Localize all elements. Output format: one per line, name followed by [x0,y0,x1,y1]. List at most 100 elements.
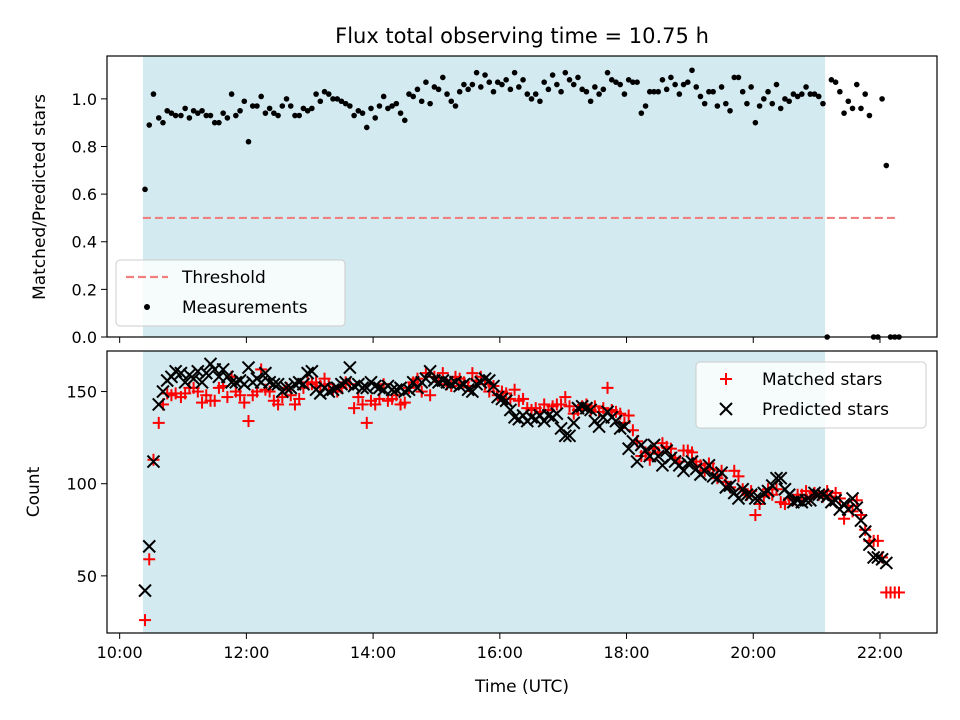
measurement-point [321,88,328,95]
matched-point [196,396,209,409]
predicted-point-b [681,456,695,471]
measurement-point [190,107,197,114]
measurement-point [342,100,349,107]
predicted-point-b [436,373,450,388]
legend-predicted-marker-b [719,402,733,416]
measurement-point [279,103,286,109]
predicted-point [630,454,644,469]
predicted-point [659,443,674,458]
measurement-point [211,119,218,126]
bottom-panel: 50 100 150 10:00 12:00 14:00 16:00 18:00 20:00 22… [24,350,938,697]
predicted-point [617,419,632,434]
predicted-point-b [305,364,319,378]
predicted-point [858,524,872,539]
measurement-point [334,96,341,102]
measurement-point [689,67,695,74]
measurement-point [172,112,179,119]
predicted-point-b [216,362,230,377]
matched-point [664,442,677,455]
measurement-point [756,103,763,109]
predicted-point [723,478,737,493]
predicted-point [186,371,201,386]
predicted-point [146,454,161,469]
predicted-point [562,429,577,443]
predicted-point-b [871,550,885,565]
predicted-point [452,379,467,393]
measurement-point [630,79,636,85]
measurement-point [266,105,273,112]
top-legend: Threshold Measurements [115,259,346,327]
measurement-point [744,100,750,107]
measurement-point [849,105,856,112]
measurement-point [668,74,674,81]
predicted-point [550,406,564,421]
predicted-point [461,382,475,397]
predicted-point-b [224,375,239,390]
predicted-point-b [461,382,475,397]
predicted-point-b [195,375,209,390]
predicted-point-b [478,371,492,386]
matched-point [508,383,521,396]
predicted-point-b [199,366,213,380]
measurement-point [155,115,162,121]
measurement-point [207,112,214,119]
predicted-point-b [178,375,192,390]
measurement-point [524,91,531,97]
measurement-point [490,88,497,95]
predicted-point-b [258,366,273,380]
top-panel-frame [106,55,938,338]
predicted-point [156,384,170,399]
predicted-point-b [824,495,839,509]
measurement-point [634,79,640,85]
measurement-point [587,98,594,105]
x-tick-label: 18:00 [603,643,649,662]
measurement-point [828,77,835,83]
predicted-point [740,488,754,502]
measurement-point [393,100,400,107]
measurement-point [150,91,157,97]
measurement-point [168,110,175,116]
matched-point [563,400,576,413]
predicted-point [495,392,509,406]
predicted-point-b [841,502,856,517]
bottom-panel-frame [106,350,938,634]
measurement-point [254,103,260,109]
predicted-point [850,500,864,515]
predicted-point-b [491,390,505,404]
measurement-point [617,81,624,88]
predicted-point [469,377,484,391]
measurement-point [596,91,602,97]
predicted-point [558,429,573,443]
matched-point [517,392,530,405]
predicted-point [499,394,513,408]
predicted-point-b [567,416,581,430]
predicted-point [178,375,192,390]
predicted-point-b [803,493,817,508]
predicted-point-b [541,408,556,423]
measurement-point [608,77,615,83]
legend-threshold-label: Threshold [181,268,266,288]
measurement-point [706,88,712,95]
predicted-point-b [816,488,830,502]
bottom-panel-ticks: 50 100 150 10:00 12:00 14:00 16:00 18:00 20:00 22… [66,383,903,662]
measurement-point [160,119,166,126]
predicted-point [845,491,860,506]
measurement-point [503,77,509,83]
measurement-point [659,77,666,83]
predicted-point [436,373,450,388]
measurement-point [862,91,868,97]
matched-point [234,389,247,402]
matched-point [152,416,165,429]
predicted-point-b [334,377,349,391]
measurement-point [355,107,362,114]
measurement-point [562,69,569,76]
matched-point [356,398,369,411]
top-y-tick-label: 0.4 [72,233,97,252]
legend-measurements-label: Measurements [182,298,308,318]
top-y-tick-label: 0.0 [72,328,97,347]
measurement-point [469,81,476,88]
measurement-point [621,91,628,97]
matched-point [732,470,745,483]
predicted-point [199,366,213,380]
measurement-point [883,162,890,169]
